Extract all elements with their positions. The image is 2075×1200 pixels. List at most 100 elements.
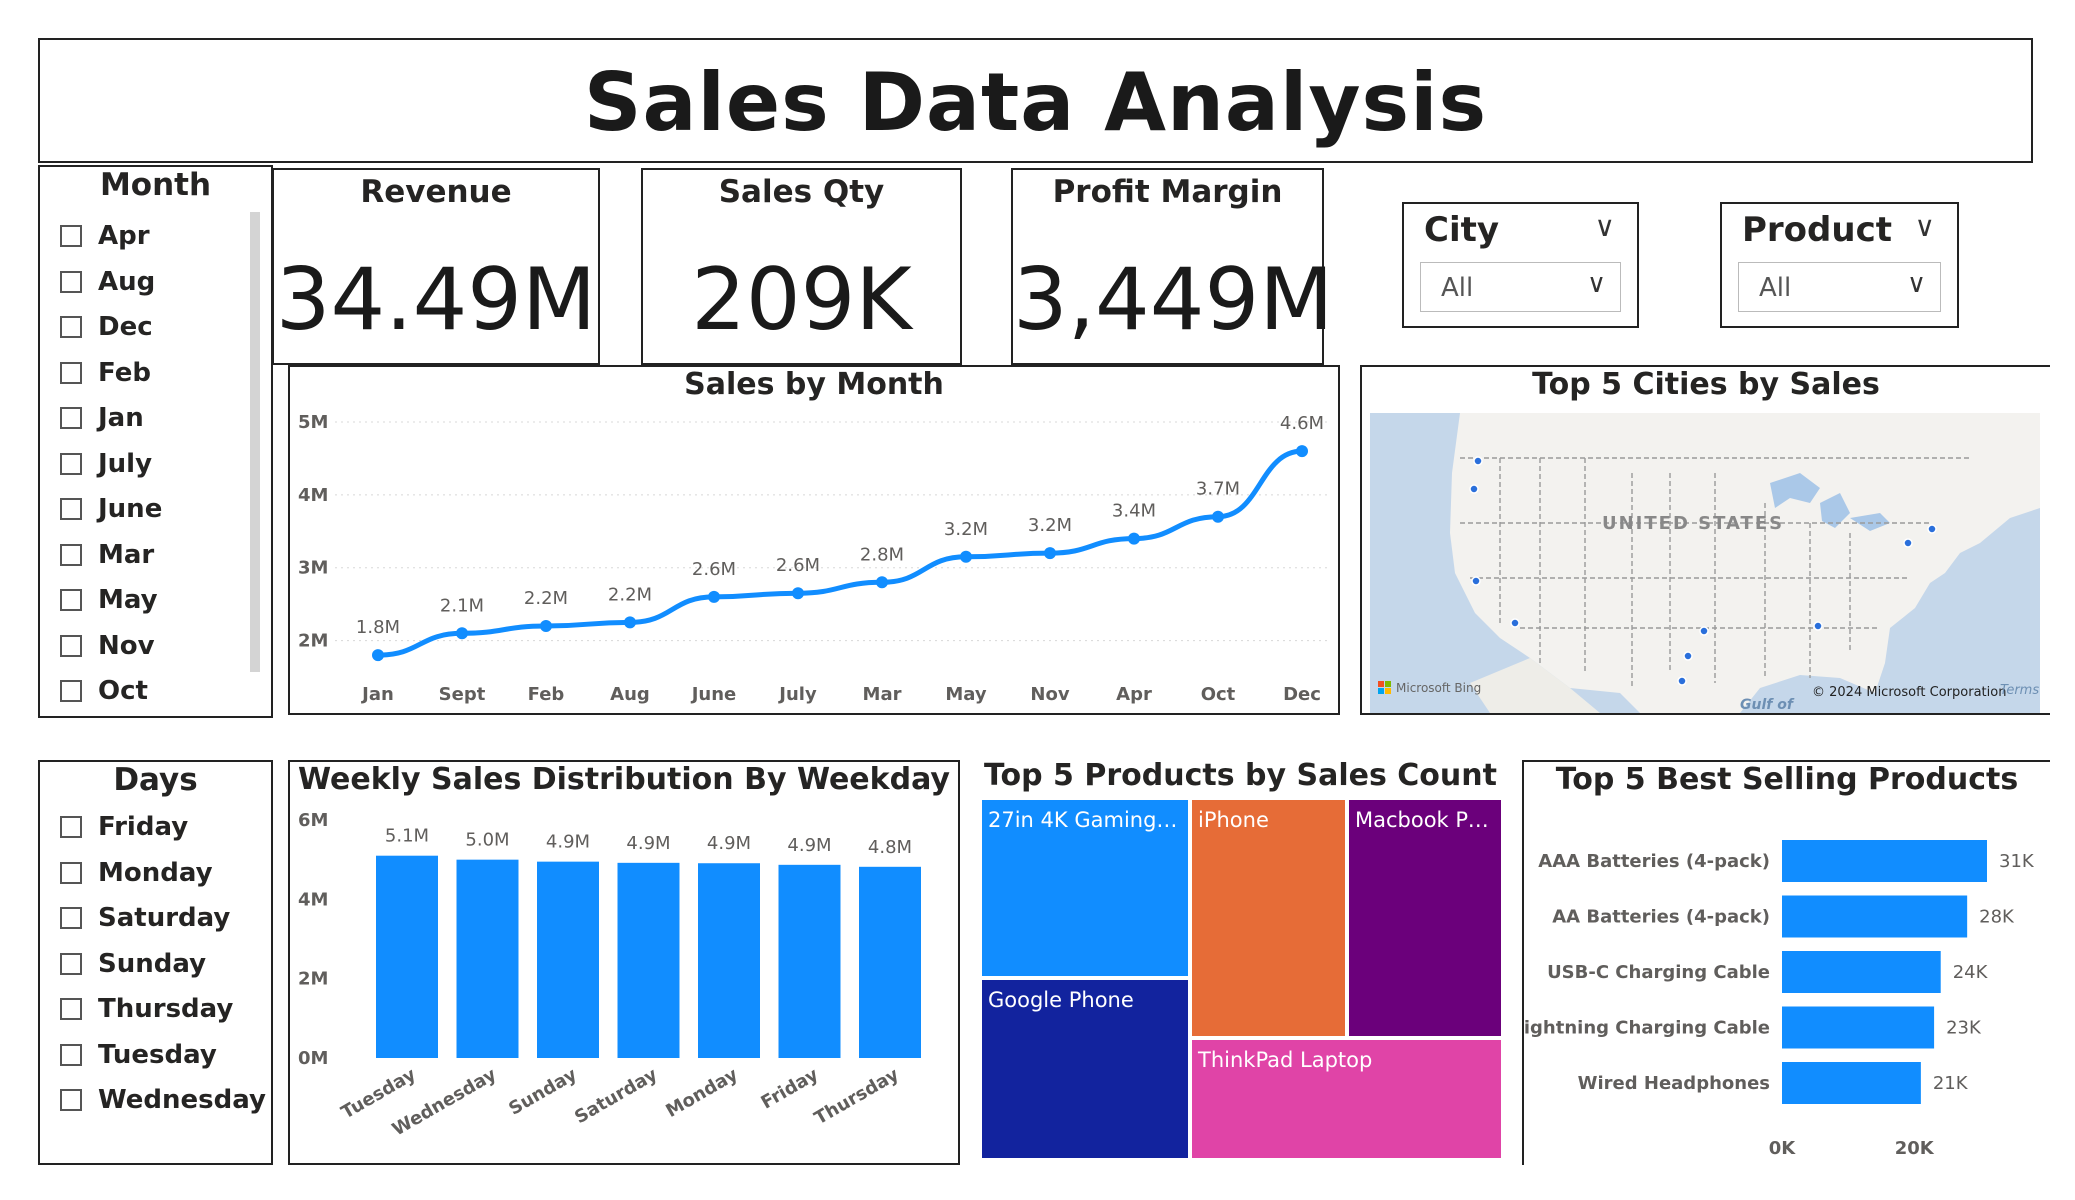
- top-products-treemap-panel: Top 5 Products by Sales Count 27in 4K Ga…: [978, 758, 1503, 1163]
- days-slicer-label: Friday: [98, 812, 189, 842]
- month-slicer-item[interactable]: Apr: [60, 221, 150, 251]
- month-slicer-item[interactable]: July: [60, 449, 152, 479]
- month-slicer-item[interactable]: Feb: [60, 358, 151, 388]
- days-slicer-item[interactable]: Saturday: [60, 903, 230, 933]
- checkbox[interactable]: [60, 907, 82, 929]
- days-slicer-item[interactable]: Thursday: [60, 994, 233, 1024]
- top-cities-title: Top 5 Cities by Sales: [1532, 367, 1880, 402]
- chevron-down-icon[interactable]: ∨: [1914, 210, 1936, 243]
- data-label: 4.6M: [1280, 413, 1324, 434]
- month-slicer-item[interactable]: Mar: [60, 540, 154, 570]
- checkbox[interactable]: [60, 407, 82, 429]
- product-filter-label: Product: [1742, 210, 1892, 250]
- month-slicer-item[interactable]: Oct: [60, 676, 148, 706]
- x-tick-label: 0K: [1769, 1138, 1797, 1159]
- checkbox[interactable]: [60, 680, 82, 702]
- data-point: [876, 576, 888, 589]
- bar: [456, 859, 519, 1058]
- treemap-tile[interactable]: iPhone: [1190, 798, 1347, 1038]
- days-slicer-item[interactable]: Monday: [60, 858, 213, 888]
- data-label: 4.8M: [868, 837, 912, 858]
- month-slicer-item[interactable]: Dec: [60, 312, 153, 342]
- month-slicer-item[interactable]: Aug: [60, 267, 155, 297]
- days-slicer-item[interactable]: Sunday: [60, 949, 206, 979]
- map-point: [1699, 626, 1709, 636]
- checkbox[interactable]: [60, 498, 82, 520]
- data-point: [456, 627, 468, 640]
- map[interactable]: UNITED STATES Gulf of Microsoft Bing © 2…: [1370, 413, 2040, 713]
- checkbox[interactable]: [60, 543, 82, 566]
- month-slicer-item[interactable]: Jan: [60, 403, 144, 433]
- map-terms-link[interactable]: Terms: [2000, 683, 2039, 698]
- bar: [376, 855, 438, 1058]
- top-products-title: Top 5 Products by Sales Count: [984, 758, 1497, 793]
- checkbox[interactable]: [60, 634, 82, 657]
- bar: [617, 862, 680, 1058]
- y-tick-label: 4M: [298, 889, 328, 910]
- data-point: [960, 550, 972, 563]
- bar: [1782, 840, 1987, 882]
- product-dropdown[interactable]: All ∨: [1738, 262, 1941, 312]
- month-slicer-item[interactable]: Nov: [60, 631, 155, 661]
- x-tick-label: Saturday: [571, 1064, 661, 1128]
- data-label: 4.9M: [707, 833, 751, 854]
- y-tick-label: 6M: [298, 810, 328, 831]
- treemap-tile[interactable]: ThinkPad Laptop: [1190, 1038, 1503, 1160]
- checkbox[interactable]: [60, 861, 82, 884]
- bar: [859, 866, 921, 1058]
- page-title: Sales Data Analysis: [583, 56, 1488, 149]
- checkbox[interactable]: [60, 952, 82, 975]
- days-slicer-item[interactable]: Wednesday: [60, 1085, 266, 1115]
- city-filter-label: City: [1424, 210, 1500, 250]
- sales-qty-value: 209K: [691, 250, 912, 350]
- x-tick-label: June: [690, 684, 737, 705]
- map-point: [1471, 576, 1481, 586]
- checkbox[interactable]: [60, 998, 82, 1020]
- checkbox[interactable]: [60, 1089, 82, 1111]
- city-filter[interactable]: City ∨ All ∨: [1402, 202, 1639, 328]
- x-tick-label: Sunday: [505, 1064, 581, 1120]
- category-label: Lightning Charging Cable: [1524, 1018, 1770, 1039]
- chevron-down-icon[interactable]: ∨: [1906, 269, 1926, 299]
- data-point: [1044, 547, 1056, 560]
- checkbox[interactable]: [60, 225, 82, 247]
- checkbox[interactable]: [60, 361, 82, 384]
- checkbox[interactable]: [60, 452, 82, 475]
- treemap-tile[interactable]: Macbook Pro...: [1347, 798, 1503, 1038]
- sales-qty-label: Sales Qty: [718, 174, 885, 210]
- days-slicer-item[interactable]: Friday: [60, 812, 188, 842]
- month-slicer-scrollbar[interactable]: [250, 212, 260, 672]
- month-slicer-label: Oct: [98, 676, 148, 706]
- data-label: 2.6M: [692, 559, 736, 580]
- month-slicer-item[interactable]: May: [60, 585, 158, 615]
- chevron-down-icon[interactable]: ∨: [1594, 210, 1616, 243]
- city-dropdown[interactable]: All ∨: [1420, 262, 1621, 312]
- checkbox[interactable]: [60, 1043, 82, 1066]
- checkbox[interactable]: [60, 270, 82, 293]
- data-label: 3.2M: [1028, 515, 1072, 536]
- treemap-tile[interactable]: Google Phone: [980, 978, 1190, 1160]
- y-tick-label: 5M: [298, 412, 328, 433]
- month-slicer-item[interactable]: June: [60, 494, 162, 524]
- line-chart-svg: 2M 3M 4M 5M 1.8M Jan 2.1M Sept 2.2M Feb 2.2M Aug 2.6…: [298, 412, 1330, 705]
- data-label: 28K: [1979, 907, 2015, 928]
- data-label: 21K: [1933, 1073, 1969, 1094]
- checkbox[interactable]: [60, 316, 82, 338]
- days-slicer-item[interactable]: Tuesday: [60, 1040, 217, 1070]
- days-slicer-label: Wednesday: [98, 1085, 266, 1115]
- revenue-value: 34.49M: [275, 250, 597, 350]
- data-point: [1128, 532, 1140, 545]
- y-tick-label: 4M: [298, 485, 328, 506]
- checkbox[interactable]: [60, 589, 82, 611]
- data-label: 5.1M: [385, 826, 429, 847]
- product-filter[interactable]: Product ∨ All ∨: [1720, 202, 1959, 328]
- treemap-tile[interactable]: 27in 4K Gaming M...: [980, 798, 1190, 978]
- checkbox[interactable]: [60, 816, 82, 838]
- data-label: 3.4M: [1112, 501, 1156, 522]
- sales-qty-card: Sales Qty 209K: [641, 168, 962, 365]
- revenue-label: Revenue: [360, 174, 512, 210]
- days-slicer-title: Days: [113, 762, 198, 798]
- data-point: [624, 616, 636, 629]
- chevron-down-icon[interactable]: ∨: [1586, 269, 1606, 299]
- y-tick-label: 0M: [298, 1048, 328, 1069]
